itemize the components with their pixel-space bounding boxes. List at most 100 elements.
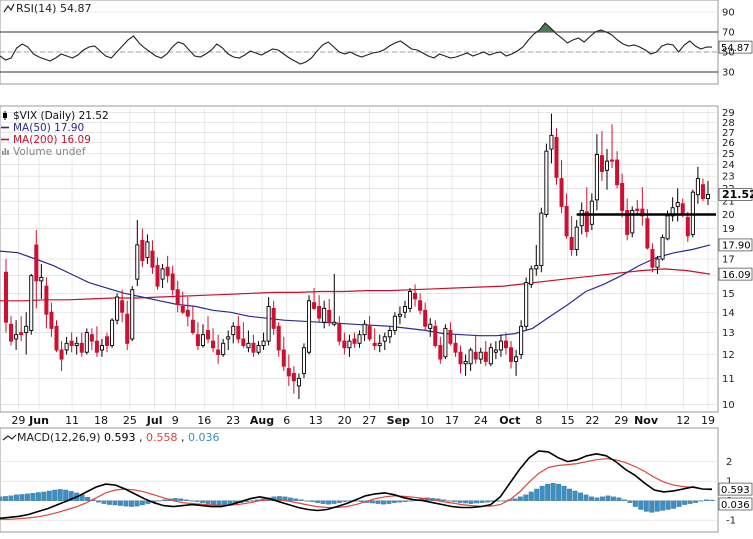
candle-down — [554, 136, 559, 178]
candle-up — [478, 351, 483, 360]
macd-tick-label: 1 — [726, 477, 732, 488]
candle-down — [584, 211, 589, 232]
price-tick-label: 13 — [722, 328, 735, 339]
macd-histogram-bar — [632, 500, 638, 507]
candle-down — [352, 338, 357, 344]
macd-histogram-bar — [452, 500, 458, 502]
candle-up — [655, 258, 660, 268]
candle-down — [509, 347, 514, 362]
candle-up — [200, 334, 205, 346]
candle-down — [251, 342, 256, 353]
macd-histogram-bar — [216, 500, 222, 506]
macd-histogram-bar — [315, 500, 321, 503]
rsi-tick-label: 90 — [722, 8, 735, 19]
macd-histogram-bar — [687, 500, 693, 504]
candle-down — [640, 208, 645, 217]
price-tick-label: 21 — [722, 197, 735, 208]
candle-up — [14, 334, 19, 340]
macd-histogram-bar — [320, 500, 326, 504]
macd-histogram-bar — [380, 500, 386, 505]
svg-text:MACD(12,26,9): MACD(12,26,9) 0.593 , 0.558 , 0.036 — [17, 431, 220, 444]
candle-up — [135, 244, 140, 280]
candle-up — [332, 321, 337, 325]
price-tick-label: 27 — [722, 128, 735, 139]
macd-tick-label: 2 — [726, 457, 732, 468]
x-axis-label: 18 — [94, 414, 108, 427]
candle-up — [574, 226, 579, 250]
price-tick-label: 28 — [722, 118, 735, 129]
macd-histogram-bar — [567, 488, 573, 501]
candle-down — [458, 351, 463, 365]
candle-up — [392, 315, 397, 331]
macd-histogram-bar — [24, 493, 30, 501]
candle-down — [44, 285, 49, 315]
candle-down — [170, 273, 175, 291]
macd-legend: MACD(12,26,9) 0.593 , 0.558 , 0.036 — [2, 431, 220, 444]
macd-histogram-bar — [342, 500, 348, 502]
candle-up — [468, 349, 473, 365]
candle-down — [635, 208, 640, 211]
macd-histogram-bar — [118, 500, 123, 506]
macd-histogram-bar — [545, 483, 551, 501]
macd-histogram-bar — [68, 491, 74, 501]
candle-down — [483, 351, 488, 362]
macd-histogram-bar — [200, 500, 206, 503]
macd-histogram-bar — [30, 493, 36, 501]
macd-histogram-bar — [704, 499, 709, 501]
macd-value-text: 0.593 — [721, 485, 750, 496]
candle-down — [317, 305, 322, 319]
value-flag-box — [718, 267, 753, 281]
candle-down — [625, 209, 630, 235]
candle-up — [402, 305, 407, 313]
macd-histogram-bar — [616, 497, 622, 501]
candle-down — [19, 332, 24, 336]
macd-histogram-bar — [183, 499, 189, 501]
macd-histogram-bar — [627, 500, 633, 503]
macd-histogram-bar — [402, 500, 408, 502]
macd-histogram-bar — [41, 491, 47, 501]
x-axis-label: Jul — [146, 414, 163, 427]
macd-histogram-bar — [46, 490, 52, 501]
candle-up — [524, 282, 529, 327]
candle-up — [266, 305, 271, 342]
candle-down — [241, 338, 246, 346]
x-axis-label: 20 — [338, 414, 352, 427]
macd-icon — [2, 434, 17, 441]
x-axis-label: 24 — [474, 414, 488, 427]
candle-up — [74, 342, 79, 346]
rsi-line — [0, 22, 713, 65]
macd-histogram-bar — [101, 500, 107, 504]
macd-histogram-bar — [523, 494, 529, 501]
x-axis-label: Jun — [28, 414, 49, 427]
price-tick-label: 24 — [722, 160, 735, 171]
macd-histogram-bar — [13, 494, 19, 501]
x-axis-label: 22 — [585, 414, 599, 427]
macd-histogram-bar — [698, 500, 704, 502]
candle-down — [438, 345, 443, 360]
candle-up — [84, 332, 89, 353]
candle-up — [604, 160, 610, 171]
value-flag-text: 17.90 — [722, 241, 751, 252]
candle-up — [695, 178, 700, 196]
candle-up — [549, 134, 554, 150]
price-legend-label: Volume undef — [13, 146, 86, 158]
candle-up — [130, 289, 135, 340]
x-axis-label: 19 — [701, 414, 715, 427]
macd-histogram-bar — [682, 500, 688, 505]
histogram-value-text: 0.036 — [721, 500, 750, 511]
macd-histogram-bar — [139, 500, 145, 506]
macd-histogram-bar — [276, 496, 282, 501]
bars-icon — [4, 148, 7, 155]
candle-up — [670, 207, 675, 217]
bars-icon — [7, 150, 9, 155]
macd-histogram-bar — [128, 500, 134, 507]
macd-line — [0, 450, 713, 520]
x-axis-label: Sep — [387, 414, 410, 427]
candle-down — [89, 334, 94, 342]
rsi-panel: 54.87 30 50 70 90 RSI(14) 54.87 — [0, 0, 753, 85]
candle-down — [559, 178, 564, 207]
macd-histogram-bar — [457, 500, 463, 503]
candle-up — [29, 275, 34, 331]
candle-down — [236, 325, 241, 340]
candle-down — [79, 342, 84, 353]
